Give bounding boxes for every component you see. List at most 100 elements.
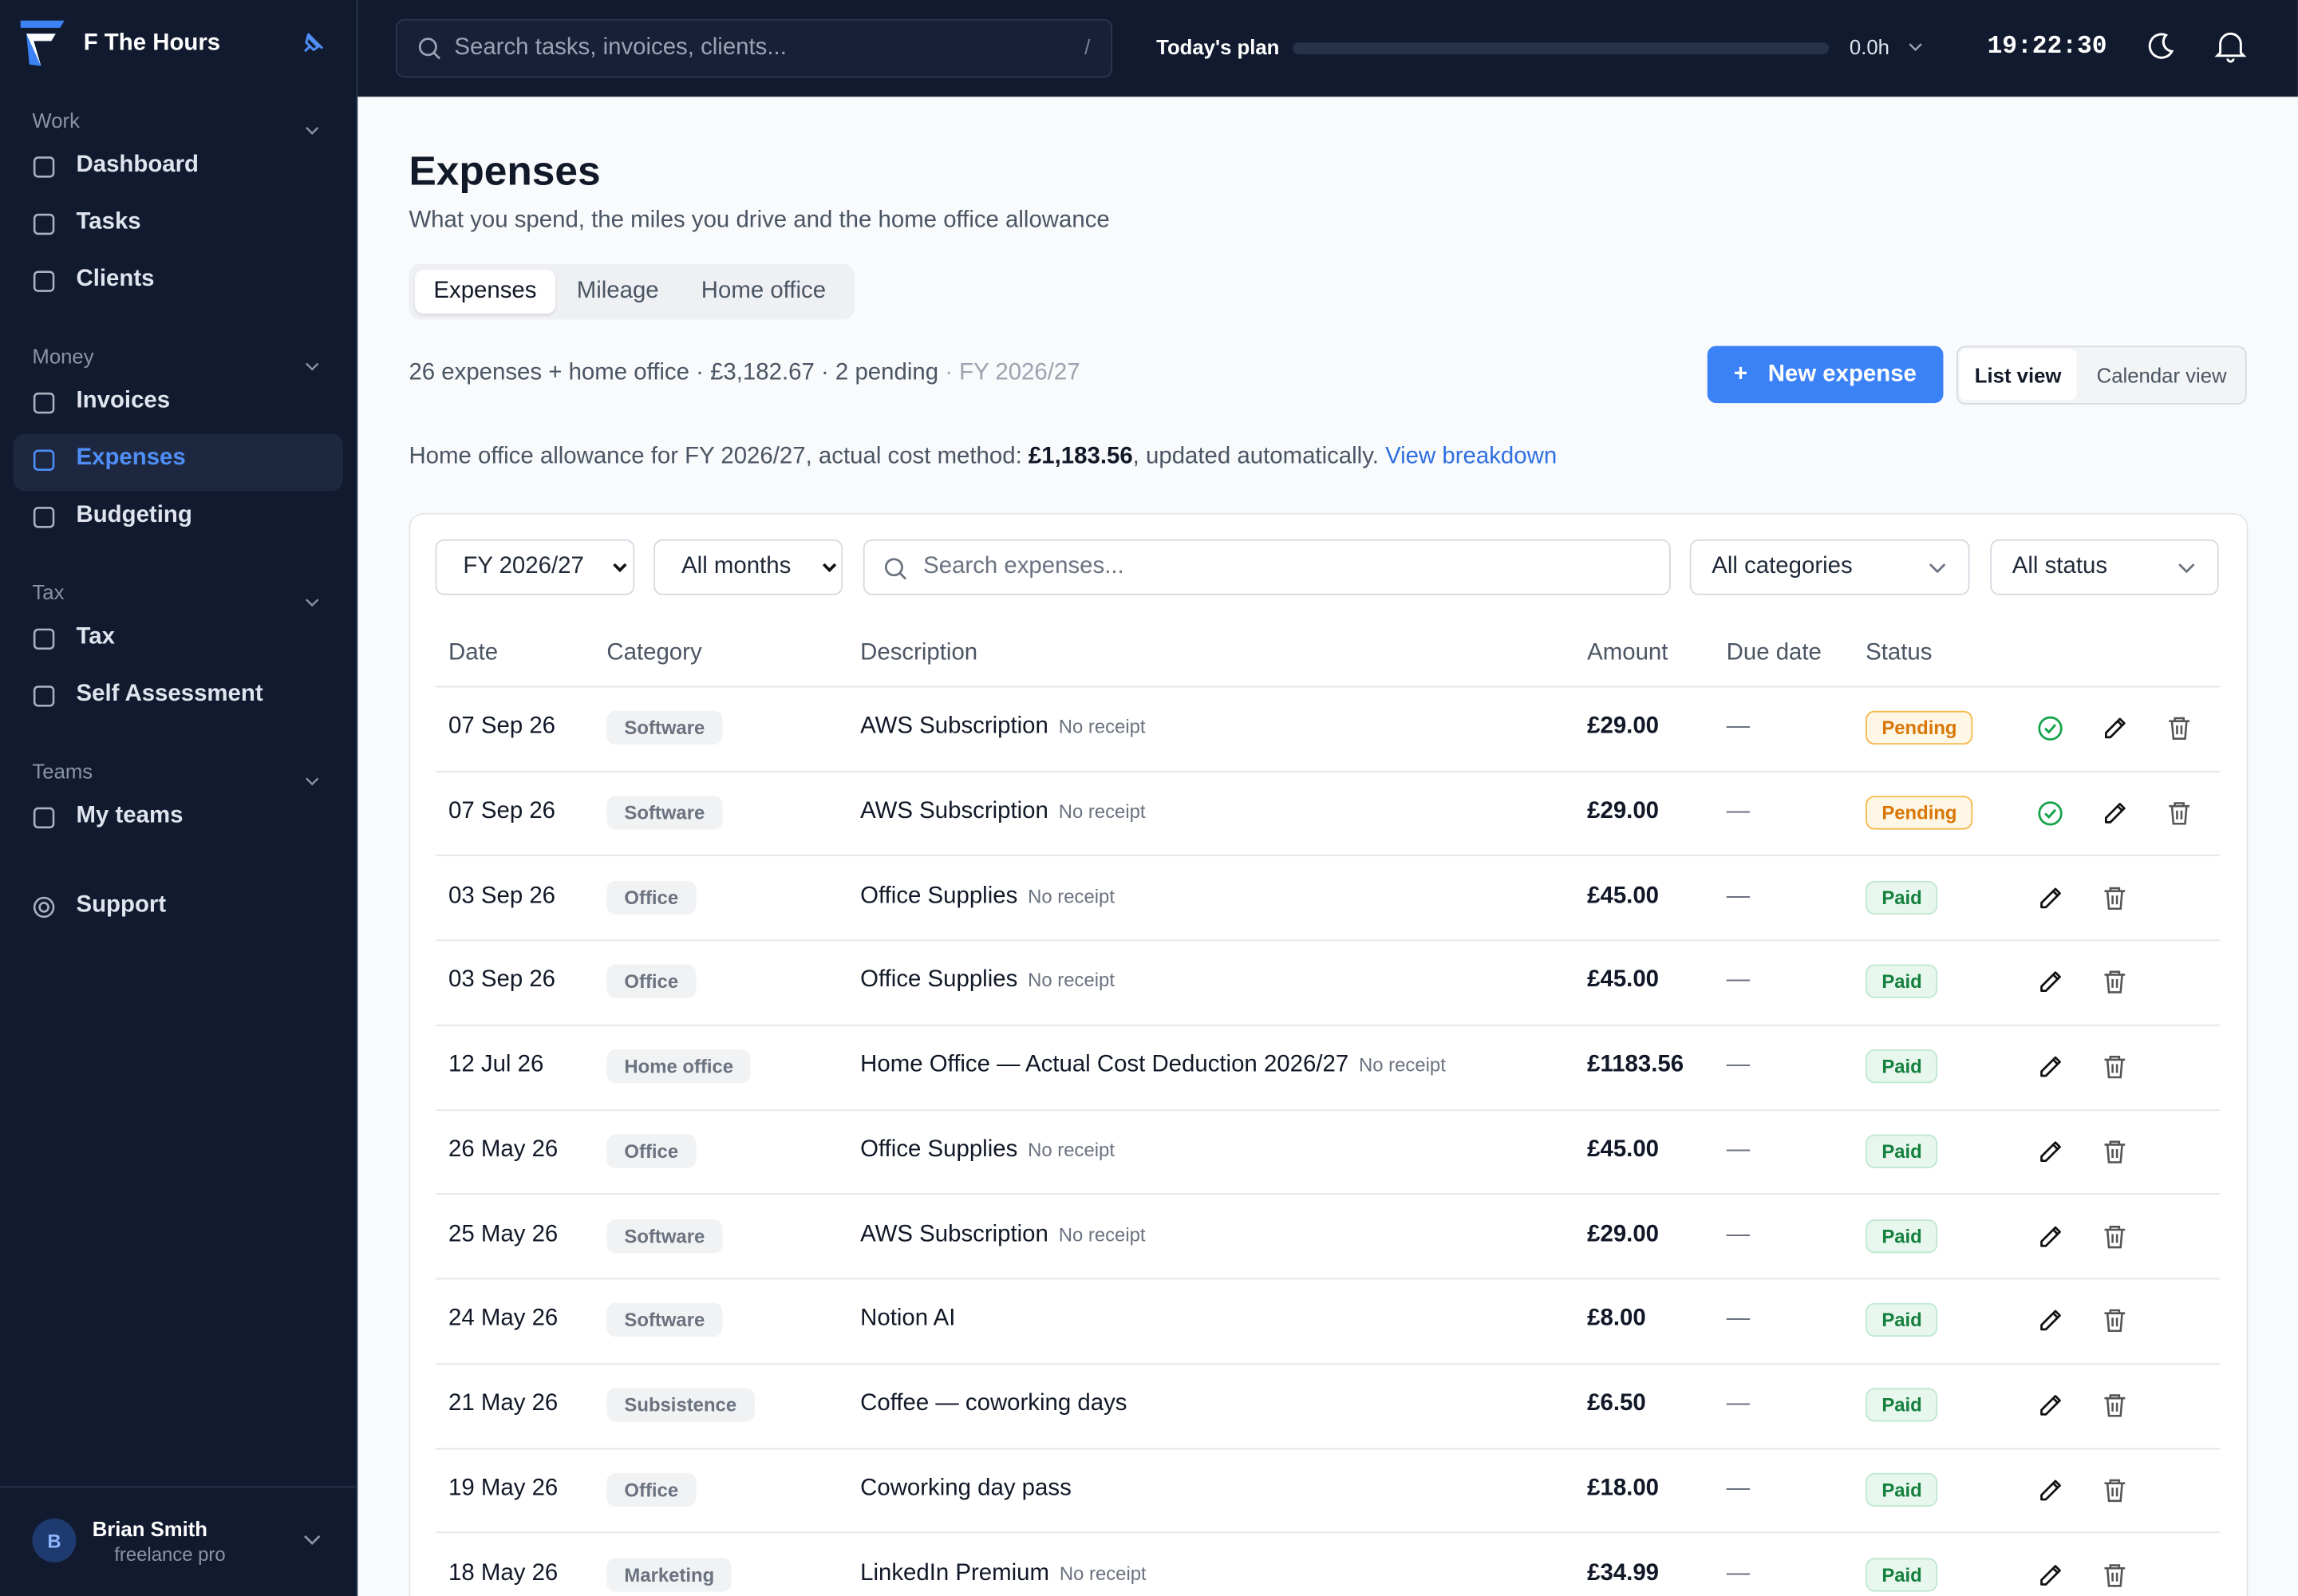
category-pill: Office xyxy=(606,879,697,915)
nav-item[interactable]: Dashboard xyxy=(76,152,199,178)
nav-item[interactable]: Budgeting xyxy=(76,502,192,528)
list-view[interactable]: List view xyxy=(1959,349,2077,401)
column-header: Status xyxy=(1866,640,1933,666)
nav-item[interactable]: Self Assessment xyxy=(76,681,263,707)
chevron[interactable] xyxy=(303,1535,321,1547)
nav-item[interactable]: Invoices xyxy=(76,388,171,413)
column-header: Date xyxy=(448,640,499,666)
amount: £45.00 xyxy=(1587,883,1660,908)
category-pill: Marketing xyxy=(606,1557,732,1591)
subtitle-text: What you spend, the miles you drive and … xyxy=(409,207,1110,234)
date: 07 Sep 26 xyxy=(448,798,556,824)
select-value: All categories xyxy=(1712,554,1853,579)
notifications[interactable] xyxy=(2214,31,2247,63)
description-text: Notion AI xyxy=(860,1306,956,1332)
edit-button[interactable] xyxy=(2037,1477,2063,1503)
row-rule xyxy=(435,1531,2221,1534)
edit-button[interactable] xyxy=(2102,715,2128,741)
edit-button[interactable] xyxy=(2037,1308,2063,1334)
date: 26 May 26 xyxy=(448,1136,559,1163)
new-expense-button[interactable]: + New expense xyxy=(1707,346,1944,404)
due-date: — xyxy=(1726,1221,1751,1247)
status-pill: Paid xyxy=(1866,1219,1938,1253)
allowance-note: Home office allowance for FY 2026/27, ac… xyxy=(409,444,1557,471)
delete-button[interactable] xyxy=(2102,1393,2128,1419)
nav-item[interactable]: Expenses xyxy=(76,445,186,471)
approve-button[interactable] xyxy=(2037,800,2063,826)
chevron xyxy=(2178,563,2195,574)
calendar-view[interactable]: Calendar view xyxy=(2096,362,2227,386)
pin-icon[interactable] xyxy=(301,32,324,55)
avatar[interactable]: B xyxy=(32,1518,77,1562)
section-toggle[interactable] xyxy=(305,767,319,786)
due-date: — xyxy=(1726,713,1751,739)
description-text: LinkedIn Premium xyxy=(860,1560,1049,1586)
chevron xyxy=(1929,563,1946,574)
row-rule xyxy=(435,855,2221,857)
due-date: — xyxy=(1726,798,1751,824)
approve-button[interactable] xyxy=(2037,715,2063,741)
view-breakdown-link[interactable]: View breakdown xyxy=(1385,444,1558,469)
edit-button[interactable] xyxy=(2037,1562,2063,1588)
category-pill: Home office xyxy=(606,1049,752,1084)
theme-toggle[interactable] xyxy=(2146,32,2175,61)
header-rule xyxy=(435,685,2221,688)
tab[interactable]: Home office xyxy=(701,278,827,304)
delete-button[interactable] xyxy=(2102,1054,2128,1080)
amount: £34.99 xyxy=(1587,1560,1660,1586)
nav-item[interactable]: Tasks xyxy=(76,209,141,235)
expense-search[interactable]: Search expenses... xyxy=(863,539,1671,595)
search-placeholder: Search expenses... xyxy=(923,554,1124,579)
amount: £45.00 xyxy=(1587,1136,1660,1163)
nav-item[interactable]: Support xyxy=(76,892,167,918)
nav-item[interactable]: Tax xyxy=(76,624,115,650)
delete-button[interactable] xyxy=(2102,1139,2128,1165)
delete-button[interactable] xyxy=(2102,1308,2128,1334)
edit-button[interactable] xyxy=(2037,1223,2063,1250)
row-rule xyxy=(435,1278,2221,1280)
edit-button[interactable] xyxy=(2037,1393,2063,1419)
edit-button[interactable] xyxy=(2102,800,2128,826)
global-search[interactable] xyxy=(395,18,1113,78)
delete-button[interactable] xyxy=(2102,1562,2128,1588)
description-text: AWS Subscription xyxy=(860,713,1048,739)
delete-button[interactable] xyxy=(2102,884,2128,911)
delete-button[interactable] xyxy=(2102,1477,2128,1503)
plan-hours[interactable]: 0.0h xyxy=(1849,35,1889,59)
plus: + xyxy=(1733,361,1747,386)
search-icon xyxy=(884,558,907,580)
logo xyxy=(20,20,65,66)
plan-label: Today's plan xyxy=(1156,35,1280,59)
edit-button[interactable] xyxy=(2037,1054,2063,1080)
nav-item[interactable]: Clients xyxy=(76,267,155,292)
section-toggle[interactable] xyxy=(305,352,319,371)
tab[interactable]: Mileage xyxy=(576,278,659,304)
edit-button[interactable] xyxy=(2037,970,2063,996)
section-toggle[interactable] xyxy=(305,588,319,607)
receipt-note: No receipt xyxy=(1028,969,1115,992)
chevron xyxy=(822,563,837,573)
section-toggle[interactable] xyxy=(305,116,319,135)
year-select[interactable]: FY 2026/27 xyxy=(435,539,635,595)
nav-icon xyxy=(32,270,55,293)
due-date: — xyxy=(1726,1052,1751,1077)
edit-button[interactable] xyxy=(2037,1139,2063,1165)
edit-button[interactable] xyxy=(2037,884,2063,911)
nav-item[interactable]: My teams xyxy=(76,803,184,828)
amount: £6.50 xyxy=(1587,1391,1646,1416)
amount: £18.00 xyxy=(1587,1476,1660,1501)
delete-button[interactable] xyxy=(2102,970,2128,996)
months-select[interactable]: All months xyxy=(653,539,843,595)
delete-button[interactable] xyxy=(2102,1223,2128,1250)
description: Coworking day pass xyxy=(860,1476,1072,1502)
delete-button[interactable] xyxy=(2166,800,2193,826)
category-select[interactable]: All categories xyxy=(1689,539,1970,595)
clock: 19:22:30 xyxy=(1987,34,2107,62)
row-rule xyxy=(435,1362,2221,1365)
status-pill: Paid xyxy=(1866,1049,1938,1084)
tab[interactable]: Expenses xyxy=(414,269,556,314)
delete-button[interactable] xyxy=(2166,715,2193,741)
description-text: Office Supplies xyxy=(860,967,1018,993)
receipt-note: No receipt xyxy=(1028,1138,1115,1161)
allowance-suffix: , updated automatically. xyxy=(1132,444,1379,469)
